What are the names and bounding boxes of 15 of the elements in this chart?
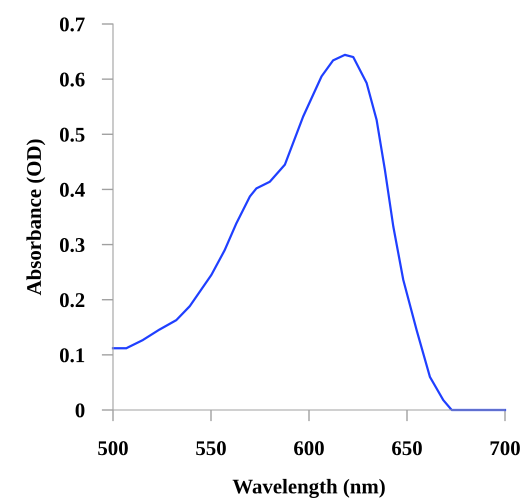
y-tick-label: 0.3 — [60, 238, 85, 252]
x-tick-label: 600 — [294, 441, 324, 456]
x-tick-label: 700 — [490, 441, 520, 456]
y-tick-label: 0.5 — [60, 128, 84, 142]
x-axis-title: Wavelength (nm) — [232, 478, 385, 498]
y-tick-label: 0.4 — [60, 182, 85, 197]
y-tick-label: 0.2 — [60, 293, 84, 308]
y-tick-label: 0.7 — [60, 17, 85, 32]
y-tick-label: 0 — [76, 403, 84, 418]
x-tick-label: 650 — [392, 441, 422, 456]
y-tick-label: 0.1 — [60, 348, 84, 362]
x-tick-label: 500 — [98, 441, 128, 456]
y-tick-label: 0.6 — [60, 72, 85, 87]
y-axis-title: Absorbance (OD) — [26, 140, 46, 296]
x-tick-label: 550 — [196, 441, 226, 456]
